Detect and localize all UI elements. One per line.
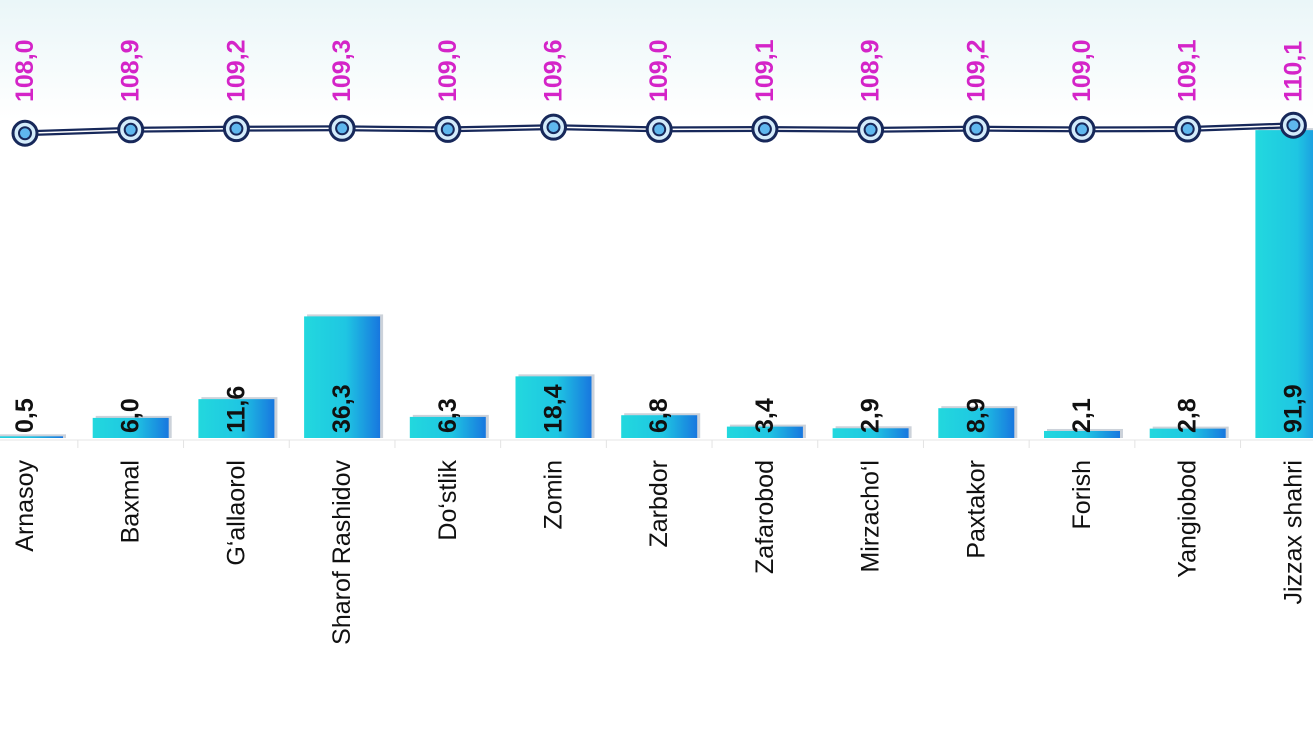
marker-core xyxy=(969,121,984,136)
data-label: 91,9 xyxy=(1279,384,1307,433)
x-tick-label: Arnasoy xyxy=(11,460,39,552)
marker-core xyxy=(652,122,667,137)
marker-core xyxy=(1075,122,1089,137)
bar xyxy=(0,436,63,438)
x-tick-label: Do‘stlik xyxy=(434,460,462,541)
bar xyxy=(515,376,592,438)
x-tick-label: Zarbdor xyxy=(645,460,673,548)
data-label: 36,3 xyxy=(328,384,356,433)
x-tick-label: G‘allaorol xyxy=(222,460,250,566)
bar-shadow xyxy=(0,434,66,438)
background xyxy=(0,0,1313,120)
data-label: 109,2 xyxy=(222,39,250,102)
data-label: 109,0 xyxy=(1068,39,1096,102)
data-label: 6,8 xyxy=(645,398,673,433)
data-label: 108,9 xyxy=(857,39,885,102)
bar xyxy=(409,416,486,438)
marker-core xyxy=(863,122,878,137)
bar xyxy=(198,399,275,438)
data-label: 109,3 xyxy=(328,39,356,102)
x-tick-label: Forish xyxy=(1068,460,1096,529)
bar xyxy=(938,408,1015,438)
data-label: 8,9 xyxy=(962,398,990,433)
marker-core xyxy=(1180,122,1195,137)
data-label: 0,5 xyxy=(11,398,39,433)
data-label: 109,1 xyxy=(751,39,779,102)
bar xyxy=(1044,430,1120,438)
data-label: 108,9 xyxy=(117,39,145,102)
marker-core xyxy=(757,122,772,137)
x-tick-label: Paxtakor xyxy=(962,460,990,559)
data-label: 2,8 xyxy=(1174,398,1202,433)
marker-core xyxy=(546,120,561,135)
marker-core xyxy=(1286,118,1301,133)
bar xyxy=(1255,130,1313,438)
bar xyxy=(304,316,381,438)
data-label: 109,1 xyxy=(1174,39,1202,102)
data-label: 11,6 xyxy=(222,386,250,433)
marker-core xyxy=(335,121,350,136)
data-label: 2,9 xyxy=(857,398,885,433)
bar xyxy=(621,415,698,438)
bar xyxy=(832,428,909,438)
x-tick-label: Baxmal xyxy=(117,460,145,543)
marker-core xyxy=(229,121,244,136)
data-label: 109,6 xyxy=(540,39,568,102)
data-label: 109,2 xyxy=(962,39,990,102)
marker-core xyxy=(18,126,32,141)
data-label: 108,0 xyxy=(11,39,39,102)
x-tick-label: Jizzax shahri xyxy=(1279,460,1307,605)
data-label: 6,0 xyxy=(117,398,145,433)
data-label: 2,1 xyxy=(1068,398,1096,433)
x-tick-label: Zafarobod xyxy=(751,460,779,574)
x-tick-label: Sharof Rashidov xyxy=(328,460,356,645)
marker-core xyxy=(440,122,455,137)
data-label: 109,0 xyxy=(434,39,462,102)
data-label: 3,4 xyxy=(751,398,779,433)
data-label: 110,1 xyxy=(1279,41,1307,102)
x-tick-label: Zomin xyxy=(540,460,568,529)
bar xyxy=(92,417,169,438)
x-tick-label: Yangiobod xyxy=(1174,460,1202,578)
data-label: 6,3 xyxy=(434,398,462,433)
bar xyxy=(1149,428,1226,438)
bar xyxy=(726,426,803,438)
data-label: 18,4 xyxy=(540,384,568,433)
data-label: 109,0 xyxy=(645,39,673,102)
x-tick-label: Mirzacho‘l xyxy=(857,460,885,573)
marker-core xyxy=(123,122,138,137)
